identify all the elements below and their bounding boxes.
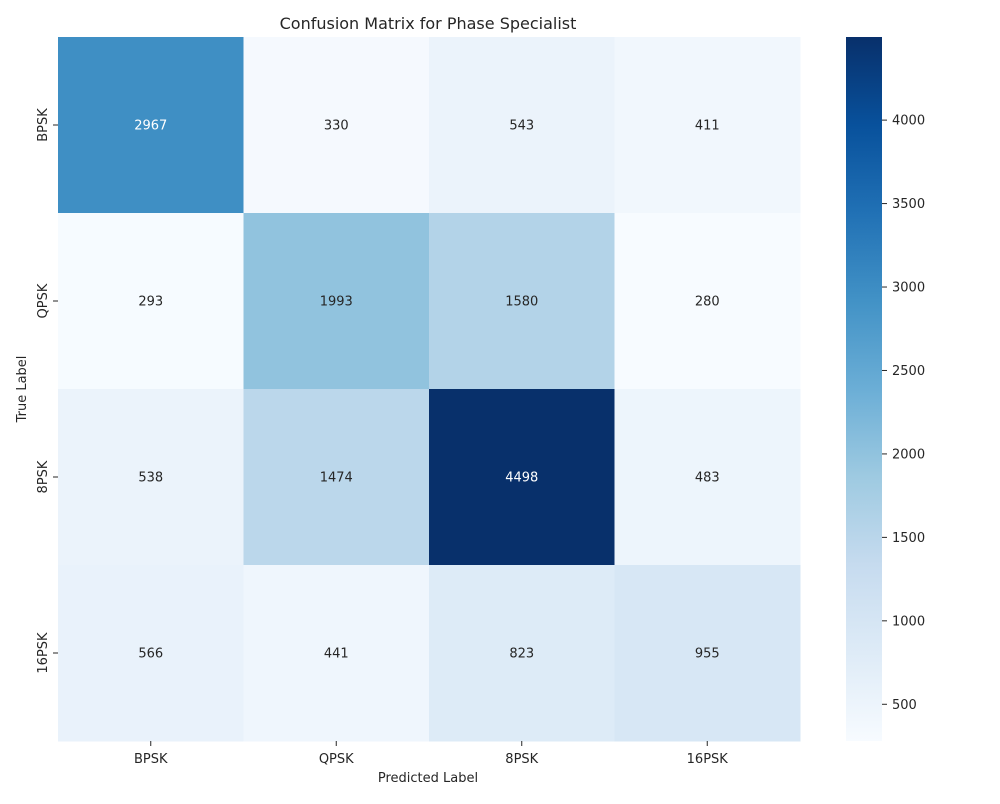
colorbar-tick-label: 4000 [892,114,925,129]
colorbar-tick-label: 1500 [892,531,925,546]
cell-value-label: 1474 [320,471,353,486]
x-tick-label: 8PSK [505,752,538,767]
x-axis-ticks: BPSK QPSK 8PSK 16PSK [134,741,728,767]
heatmap-cell [58,389,244,566]
cell-value-label: 330 [324,119,349,134]
y-tick-label: QPSK [36,283,51,318]
cell-value-label: 411 [695,119,720,134]
heatmap-cell [614,37,801,214]
cell-value-label: 2967 [134,119,167,134]
colorbar [846,37,882,741]
cell-value-label: 1580 [505,295,538,310]
heatmap-cell [614,213,801,390]
heatmap-cell [58,37,244,214]
heatmap-cell [429,37,615,214]
heatmap-cell [614,389,801,566]
cell-value-label: 280 [695,295,720,310]
y-tick-label: 16PSK [36,632,51,674]
heatmap-cell [429,565,615,742]
colorbar-tick-label: 2000 [892,447,925,462]
x-tick-label: QPSK [319,752,354,767]
colorbar-tick-label: 3000 [892,281,925,296]
heatmap-cell-labels: 2967 330 543 411 293 1993 1580 280 538 1474 4498 48… [134,119,719,662]
cell-value-label: 543 [509,119,534,134]
x-tick-label: BPSK [134,752,168,767]
heatmap-cell [58,213,244,390]
x-axis-label: Predicted Label [378,771,478,786]
cell-value-label: 566 [138,647,163,662]
heatmap-cell [243,389,430,566]
heatmap-cell [429,213,615,390]
colorbar-tick-label: 2500 [892,364,925,379]
colorbar-tick-label: 500 [892,698,917,713]
y-axis-label: True Label [15,356,30,424]
cell-value-label: 955 [695,647,720,662]
cell-value-label: 293 [138,295,163,310]
y-tick-label: BPSK [36,108,51,142]
heatmap-cell [243,213,430,390]
cell-value-label: 4498 [505,471,538,486]
heatmap-cell [243,37,430,214]
cell-value-label: 441 [324,647,349,662]
cell-value-label: 1993 [320,295,353,310]
heatmap-cell [243,565,430,742]
heatmap-cell [58,565,244,742]
cell-value-label: 483 [695,471,720,486]
heatmap-cells [58,37,801,742]
y-tick-label: 8PSK [36,460,51,493]
y-axis-ticks: BPSK QPSK 8PSK 16PSK [36,108,58,674]
cell-value-label: 823 [509,647,534,662]
x-tick-label: 16PSK [687,752,729,767]
colorbar-tick-label: 3500 [892,197,925,212]
heatmap-cell [614,565,801,742]
heatmap-cell [429,389,615,566]
chart-title: Confusion Matrix for Phase Specialist [280,14,577,33]
colorbar-tick-label: 1000 [892,614,925,629]
cell-value-label: 538 [138,471,163,486]
colorbar-ticks: 500 1000 1500 2000 2500 3000 3500 4000 [882,114,925,713]
